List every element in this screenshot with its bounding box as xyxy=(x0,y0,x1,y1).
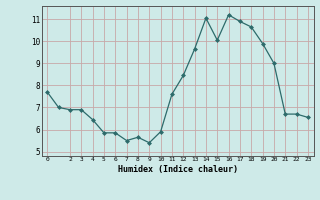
X-axis label: Humidex (Indice chaleur): Humidex (Indice chaleur) xyxy=(118,165,237,174)
